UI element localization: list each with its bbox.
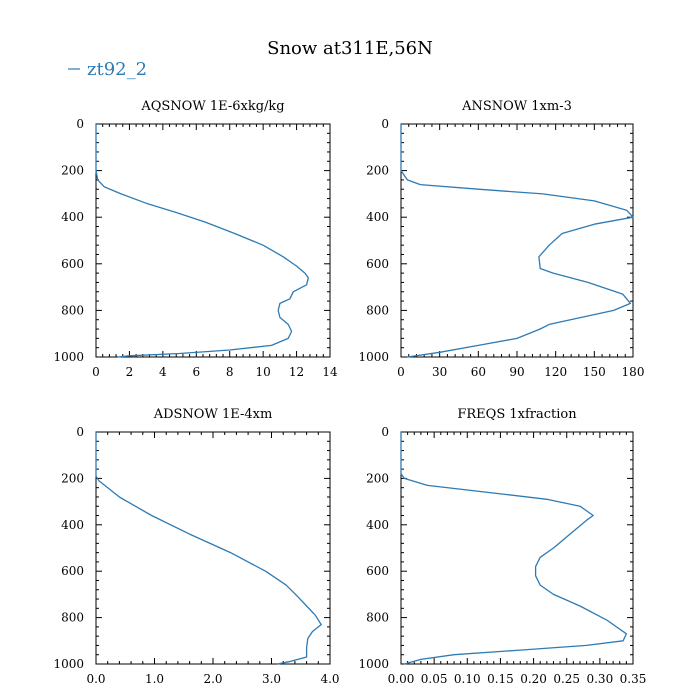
y-tick-label: 1000 xyxy=(53,350,84,364)
y-tick-label: 200 xyxy=(366,471,389,485)
x-tick-label: 8 xyxy=(226,365,234,379)
x-tick-label: 0.0 xyxy=(86,672,105,686)
x-tick-label: 12 xyxy=(289,365,304,379)
y-tick-label: 600 xyxy=(366,257,389,271)
y-tick-label: 400 xyxy=(61,210,84,224)
y-tick-label: 200 xyxy=(61,471,84,485)
series-line-zt92_2 xyxy=(95,124,309,358)
panel-title: ANSNOW 1xm-3 xyxy=(461,99,572,114)
y-tick-label: 0 xyxy=(381,425,389,439)
x-tick-label: 0 xyxy=(397,365,405,379)
y-tick-label: 400 xyxy=(366,210,389,224)
x-tick-label: 0.05 xyxy=(421,672,448,686)
y-tick-label: 1000 xyxy=(358,657,389,671)
series-line-zt92_2 xyxy=(400,432,628,665)
x-tick-label: 2 xyxy=(126,365,134,379)
y-tick-label: 600 xyxy=(61,564,84,578)
x-tick-label: 0.15 xyxy=(487,672,514,686)
x-tick-label: 0.25 xyxy=(553,672,580,686)
series-line-zt92_2 xyxy=(400,124,634,358)
y-tick-label: 800 xyxy=(61,611,84,625)
panel-2: ANSNOW 1xm-3 0 30 60 90 120 150 180 0 200 400 600 80… xyxy=(358,99,644,379)
y-tick-label: 800 xyxy=(61,303,84,317)
y-tick-label: 1000 xyxy=(53,657,84,671)
x-tick-label: 180 xyxy=(622,365,645,379)
y-tick-label: 600 xyxy=(366,564,389,578)
figure-title: Snow at311E,56N xyxy=(267,38,433,59)
series-line-zt92_2 xyxy=(95,432,322,665)
y-tick-label: 800 xyxy=(366,611,389,625)
plot-frame xyxy=(400,123,634,358)
x-tick-label: 90 xyxy=(509,365,524,379)
x-tick-label: 0.00 xyxy=(388,672,415,686)
x-tick-label: 0.20 xyxy=(520,672,547,686)
plot-frame xyxy=(95,431,331,665)
x-tick-label: 150 xyxy=(583,365,606,379)
legend-label: zt92_2 xyxy=(87,59,147,80)
panel-title: FREQS 1xfraction xyxy=(457,407,577,422)
x-tick-label: 0.30 xyxy=(586,672,613,686)
x-tick-label: 14 xyxy=(322,365,338,379)
x-tick-label: 2.0 xyxy=(203,672,222,686)
panel-title: ADSNOW 1E-4xm xyxy=(153,407,273,422)
x-tick-label: 120 xyxy=(544,365,567,379)
y-tick-label: 1000 xyxy=(358,350,389,364)
y-tick-label: 200 xyxy=(61,164,84,178)
x-tick-label: 4 xyxy=(159,365,167,379)
x-tick-label: 0 xyxy=(92,365,100,379)
y-tick-label: 0 xyxy=(76,117,84,131)
y-tick-label: 600 xyxy=(61,257,84,271)
y-tick-label: 0 xyxy=(76,425,84,439)
y-tick-label: 400 xyxy=(366,518,389,532)
y-tick-label: 400 xyxy=(61,518,84,532)
panel-4: FREQS 1xfraction 0.00 0.05 0.10 0.15 0.20 0.25… xyxy=(358,407,646,686)
panel-3: ADSNOW 1E-4xm 0.0 1.0 2.0 3.0 4.0 0 200 400 600 80… xyxy=(53,407,339,686)
x-tick-label: 1.0 xyxy=(145,672,164,686)
x-tick-label: 6 xyxy=(192,365,200,379)
x-tick-label: 3.0 xyxy=(262,672,281,686)
x-tick-label: 30 xyxy=(432,365,447,379)
x-tick-label: 60 xyxy=(471,365,486,379)
x-tick-label: 10 xyxy=(256,365,271,379)
y-tick-label: 800 xyxy=(366,303,389,317)
x-tick-label: 0.35 xyxy=(620,672,647,686)
panel-1: AQSNOW 1E-6xkg/kg 0 2 4 6 8 10 12 14 0 200 400 600 80… xyxy=(53,99,338,379)
plot-frame xyxy=(95,123,331,358)
panel-title: AQSNOW 1E-6xkg/kg xyxy=(140,99,284,114)
plot-frame xyxy=(400,431,634,665)
x-tick-label: 0.10 xyxy=(454,672,481,686)
x-tick-label: 4.0 xyxy=(320,672,339,686)
y-tick-label: 0 xyxy=(381,117,389,131)
legend: zt92_2 xyxy=(68,59,147,80)
y-tick-label: 200 xyxy=(366,164,389,178)
